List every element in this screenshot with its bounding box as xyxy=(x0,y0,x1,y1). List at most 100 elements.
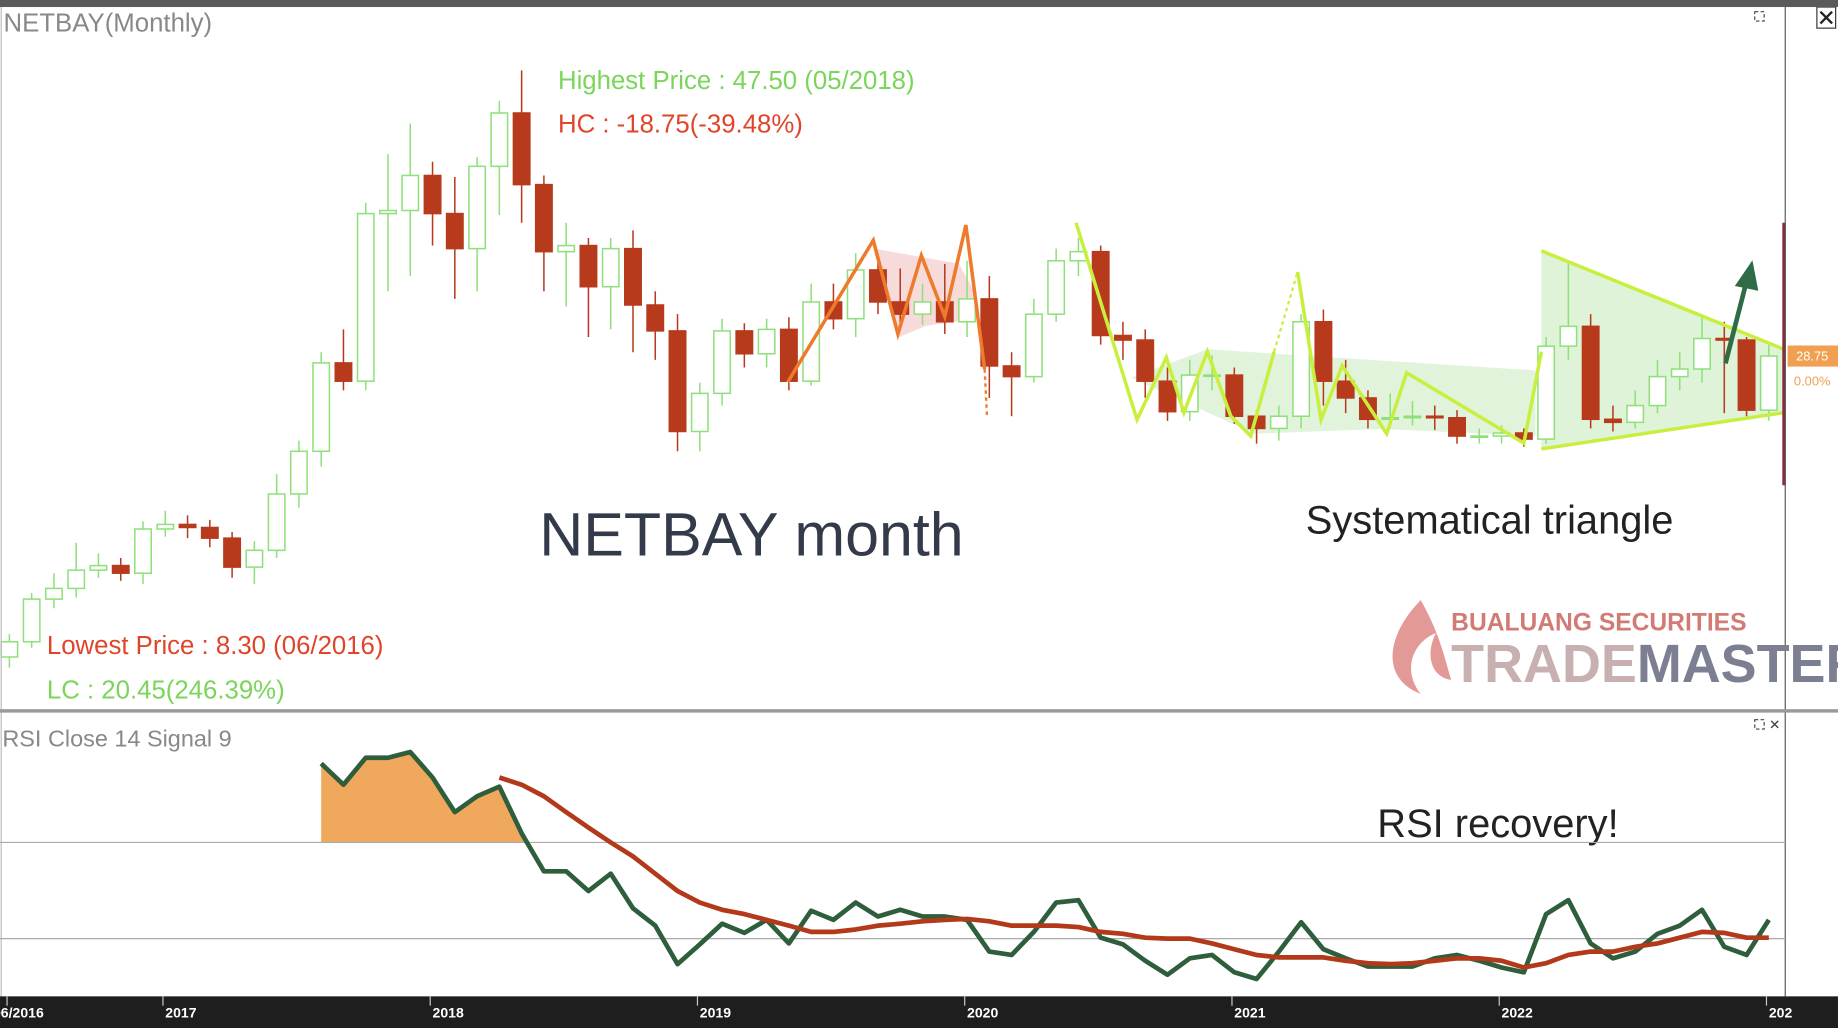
candle-body xyxy=(178,523,197,529)
candle-body xyxy=(356,212,375,382)
candle-body xyxy=(1269,415,1288,430)
candle-body xyxy=(1448,417,1466,437)
logo-brand-b: MASTER xyxy=(1637,634,1838,694)
candle-body xyxy=(67,569,86,590)
overlays-front xyxy=(786,222,1786,486)
candle-body xyxy=(913,301,932,315)
maximize-button[interactable] xyxy=(1754,719,1765,730)
annotation: Systematical triangle xyxy=(1306,498,1674,542)
candle-body xyxy=(1403,415,1422,419)
candle-body xyxy=(245,549,264,568)
candle-body xyxy=(1537,345,1556,440)
candle-body xyxy=(579,244,598,288)
logo-company: BUALUANG SECURITIES xyxy=(1451,610,1746,637)
chart-title: NETBAY(Monthly) xyxy=(4,10,213,38)
candle-body xyxy=(156,523,175,530)
candle-body xyxy=(22,598,41,643)
triangle-fill xyxy=(1541,250,1785,449)
candle-body xyxy=(757,328,776,355)
candle-body xyxy=(468,165,487,250)
annotation: HC : -18.75(-39.48%) xyxy=(558,110,803,138)
x-tick-label: 2022 xyxy=(1502,1004,1533,1020)
candle-body xyxy=(0,641,19,658)
candle-body xyxy=(423,174,442,215)
candle-body xyxy=(1470,435,1489,438)
candle-body xyxy=(1603,418,1622,424)
candle-body xyxy=(1559,325,1578,347)
candle-body xyxy=(490,112,509,168)
logo: BUALUANG SECURITIES TRADEMASTER xyxy=(1392,600,1838,694)
x-tick-label: 2018 xyxy=(433,1004,464,1020)
top-bar xyxy=(0,0,1838,8)
candle-body xyxy=(1203,374,1222,378)
candle-body xyxy=(624,247,642,306)
candle-body xyxy=(668,330,687,433)
maximize-button[interactable] xyxy=(1754,11,1765,22)
x-axis-bar xyxy=(0,996,1838,1028)
candle-body xyxy=(1047,260,1066,315)
candle-body xyxy=(713,330,732,395)
candle-body xyxy=(557,244,576,253)
x-axis: 06/2016 2017 2018 2019 2020 2021 2022 202 xyxy=(0,996,1792,1020)
price-tag-box xyxy=(1787,345,1838,367)
annotation: LC : 20.45(246.39%) xyxy=(47,677,285,705)
candle-body xyxy=(134,528,152,574)
candle-body xyxy=(89,564,108,571)
candle-body xyxy=(445,212,464,250)
zigzag-line xyxy=(786,224,987,384)
candle-body xyxy=(1292,321,1311,418)
close-icon[interactable] xyxy=(1770,720,1779,729)
candle-body xyxy=(1759,355,1778,411)
candle-body xyxy=(601,247,620,288)
candle-body xyxy=(289,450,308,495)
zigzag-line xyxy=(1074,222,1276,440)
x-tick-label: 06/2016 xyxy=(0,1004,44,1020)
panel-separator xyxy=(0,709,1838,712)
candle-body xyxy=(1113,334,1132,341)
candle-body xyxy=(1225,374,1244,418)
triangle-edge xyxy=(1541,410,1785,451)
annotation: RSI recovery! xyxy=(1377,802,1618,846)
overbought-fill xyxy=(321,752,527,843)
candle-body xyxy=(1336,380,1355,399)
zigzag-line xyxy=(1295,271,1544,446)
candle-body xyxy=(1024,313,1043,378)
candle-body xyxy=(223,537,242,568)
rsi-panel xyxy=(0,749,1786,982)
candle-body xyxy=(44,587,63,600)
candle-body xyxy=(379,209,397,215)
candle-body xyxy=(1670,368,1689,378)
indicator-title: RSI Close 14 Signal 9 xyxy=(2,726,231,752)
candle-body xyxy=(1314,321,1333,382)
candle-body xyxy=(200,526,219,539)
x-tick-label: 2020 xyxy=(967,1004,998,1020)
rsi-line xyxy=(319,749,1771,982)
candle-body xyxy=(512,112,531,186)
candle-body xyxy=(1693,337,1711,370)
candle-body xyxy=(1136,339,1155,382)
change-label: 0.00% xyxy=(1794,373,1831,388)
candle-body xyxy=(690,392,709,433)
arrow-head xyxy=(1734,260,1759,291)
close-icon xyxy=(1819,10,1833,25)
candle-body xyxy=(312,362,331,453)
candle-body xyxy=(1425,415,1444,419)
logo-flame xyxy=(1392,600,1452,694)
candle-body xyxy=(646,304,665,332)
zigzag-line xyxy=(983,369,989,417)
candle-body xyxy=(958,298,977,323)
rsi-line xyxy=(498,775,1769,970)
arrow-shaft xyxy=(1723,280,1749,364)
candle-body xyxy=(534,183,553,253)
annotation: Highest Price : 47.50 (05/2018) xyxy=(558,67,915,95)
candle-body xyxy=(1581,325,1600,421)
price-tag: 28.75 0.00% xyxy=(1787,345,1838,388)
candle-body xyxy=(401,174,420,212)
candle-body xyxy=(267,493,286,552)
annotation: NETBAY month xyxy=(539,501,963,569)
annotation: Lowest Price : 8.30 (06/2016) xyxy=(47,632,384,660)
triangle-edge xyxy=(1540,249,1785,351)
candle-body xyxy=(735,330,754,355)
